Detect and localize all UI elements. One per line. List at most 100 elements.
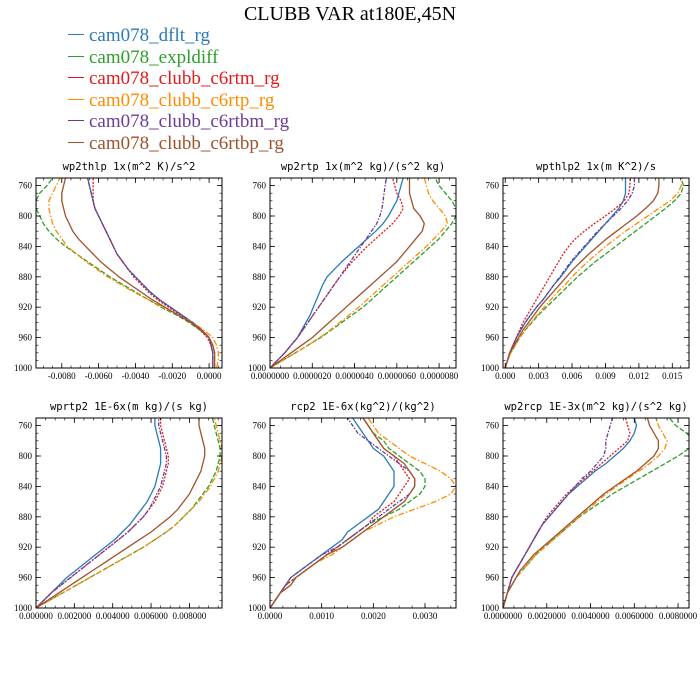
legend-item: cam078_expldiff [68, 47, 289, 69]
y-tick-label: 880 [486, 512, 500, 522]
series-group [503, 418, 689, 608]
x-tick-label: 0.000000 [19, 611, 53, 621]
chart-panel: wpthlp2 1x(m K^2)/s 760 800 840 880 920 960 100… [481, 161, 690, 381]
plot-frame [35, 177, 223, 369]
series-line [503, 418, 631, 608]
series-line [504, 178, 636, 368]
x-tick-label: 0.002000 [57, 611, 91, 621]
plot-frame [502, 177, 690, 369]
y-tick-label: 920 [19, 302, 33, 312]
chart-panel: wprtp2 1E-6x(m kg)/(s kg) 760 800 840 880 920… [14, 401, 223, 621]
x-tick-label: 0.0000020 [293, 371, 332, 381]
y-tick-label: 960 [486, 573, 500, 583]
y-tick-label: 1000 [14, 363, 33, 373]
x-tick-label: 0.0040000 [571, 611, 610, 621]
y-tick-label: 960 [486, 333, 500, 343]
legend-item: cam078_clubb_c6rtm_rg [68, 68, 289, 90]
x-tick-label: -0.0080 [48, 371, 76, 381]
y-tick-label: 840 [486, 481, 500, 491]
y-tick-label: 800 [19, 451, 33, 461]
x-tick-label: 0.0000080 [420, 371, 459, 381]
x-tick-label: 0.0080000 [659, 611, 698, 621]
series-line [504, 178, 660, 368]
y-tick-label: 840 [253, 241, 267, 251]
panel-title: wpthlp2 1x(m K^2)/s [536, 161, 656, 173]
x-tick-label: -0.0040 [122, 371, 150, 381]
series-line [36, 418, 168, 608]
series-line [504, 178, 685, 368]
series-line [61, 178, 216, 368]
y-tick-label: 800 [486, 451, 500, 461]
x-tick-label: 0.006 [562, 371, 583, 381]
legend-swatch [68, 141, 84, 143]
y-tick-label: 1000 [248, 363, 267, 373]
series-line [36, 418, 206, 608]
panel-title: wp2rcp 1E-3x(m^2 kg)/(s^2 kg) [504, 401, 687, 413]
y-tick-label: 960 [253, 333, 267, 343]
y-tick-label: 840 [253, 481, 267, 491]
panel-title: rcp2 1E-6x(kg^2)/(kg^2) [290, 401, 435, 413]
y-tick-label: 1000 [481, 603, 500, 613]
legend-swatch [68, 120, 84, 122]
series-line [36, 418, 221, 608]
chart-panel: wp2rcp 1E-3x(m^2 kg)/(s^2 kg) 760 800 840 88… [481, 401, 698, 621]
y-tick-label: 1000 [14, 603, 33, 613]
series-line [48, 178, 219, 368]
panel-title: wprtp2 1E-6x(m kg)/(s kg) [50, 401, 208, 413]
figure-title: CLUBB VAR at180E,45N [243, 3, 457, 25]
legend: cam078_dflt_rg cam078_expldiff cam078_cl… [68, 25, 289, 154]
y-tick-label: 960 [19, 333, 33, 343]
y-tick-label: 920 [486, 302, 500, 312]
y-tick-label: 800 [253, 451, 267, 461]
x-tick-label: 0.0000000 [251, 371, 290, 381]
legend-swatch [68, 55, 84, 57]
x-tick-label: 0.006000 [134, 611, 168, 621]
y-tick-label: 840 [19, 481, 33, 491]
series-group [36, 178, 219, 368]
legend-label: cam078_expldiff [89, 46, 219, 68]
series-group [270, 418, 456, 608]
series-line [36, 418, 169, 608]
x-tick-label: 0.0000 [258, 611, 283, 621]
legend-swatch [68, 34, 84, 36]
y-tick-label: 840 [19, 241, 33, 251]
y-tick-label: 1000 [481, 363, 500, 373]
x-tick-label: 0.008000 [173, 611, 207, 621]
plot-frame [269, 177, 457, 369]
plot-frame [269, 417, 457, 609]
chart-panel: wp2rtp 1x(m^2 kg)/(s^2 kg) 760 800 840 880 92… [248, 161, 459, 381]
chart-panel: rcp2 1E-6x(kg^2)/(kg^2) 760 800 840 880 920 96… [248, 401, 457, 621]
x-tick-label: 0.0030 [413, 611, 438, 621]
series-line [503, 418, 614, 608]
x-tick-label: 0.0000000 [484, 611, 523, 621]
legend-item: cam078_dflt_rg [68, 25, 289, 47]
y-tick-label: 800 [19, 211, 33, 221]
series-line [36, 178, 216, 368]
x-tick-label: 0.0020000 [528, 611, 567, 621]
legend-label: cam078_clubb_c6rtm_rg [89, 68, 280, 89]
chart-panel: wp2thlp 1x(m^2 K)/s^2 760 800 840 880 920 960 1… [14, 161, 223, 381]
y-tick-label: 760 [19, 181, 33, 191]
x-tick-label: 0.000 [495, 371, 516, 381]
x-tick-label: 0.0000040 [335, 371, 374, 381]
series-line [270, 178, 425, 368]
x-tick-label: 0.0020 [361, 611, 386, 621]
x-tick-label: -0.0060 [85, 371, 113, 381]
y-tick-label: 800 [486, 211, 500, 221]
legend-label: cam078_dflt_rg [89, 25, 211, 46]
series-line [270, 418, 426, 608]
y-tick-label: 880 [19, 512, 33, 522]
x-tick-label: 0.0000060 [378, 371, 417, 381]
legend-item: cam078_clubb_c6rtp_rg [68, 90, 289, 112]
plot-frame [35, 417, 223, 609]
y-tick-label: 880 [486, 272, 500, 282]
y-tick-label: 800 [253, 211, 267, 221]
series-line [270, 418, 395, 608]
series-line [504, 178, 631, 368]
series-group [270, 178, 456, 368]
series-line [92, 178, 214, 368]
x-tick-label: 0.0060000 [615, 611, 654, 621]
legend-item: cam078_clubb_c6rtbm_rg [68, 111, 289, 133]
series-line [503, 418, 638, 608]
y-tick-label: 880 [253, 272, 267, 282]
